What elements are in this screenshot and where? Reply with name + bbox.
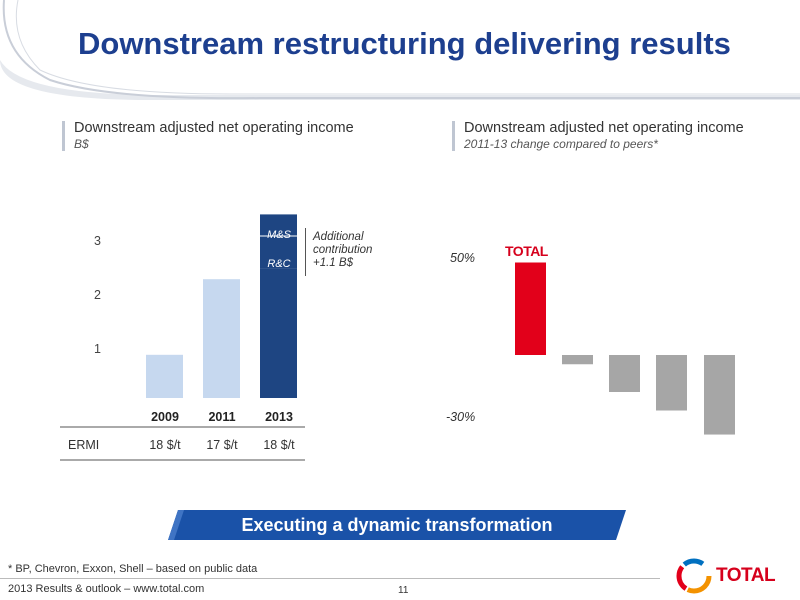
bar-peer: [609, 355, 640, 392]
right-tick-minus30: -30%: [446, 410, 476, 424]
left-bar-chart: [60, 214, 305, 461]
bar-2013: [260, 268, 297, 398]
ermi-2013: 18 $/t: [263, 438, 295, 452]
banner-text: Executing a dynamic transformation: [241, 515, 553, 535]
right-panel-subtitle: 2011-13 change compared to peers*: [464, 137, 658, 151]
total-logo-icon: [676, 558, 712, 594]
category-2011: 2011: [208, 410, 236, 424]
ermi-2009: 18 $/t: [149, 438, 181, 452]
bar-total: [515, 262, 546, 355]
ermi-2011: 17 $/t: [206, 438, 238, 452]
bar-2009: [146, 354, 183, 398]
footer-divider: [0, 578, 660, 579]
right-panel-title: Downstream adjusted net operating income: [464, 120, 744, 136]
right-bar-chart: [515, 262, 735, 435]
bar-segment-ms: [260, 214, 297, 236]
segment-label-ms: M&S: [267, 229, 291, 241]
total-logo: TOTAL: [676, 556, 796, 596]
bar-peer: [562, 355, 593, 365]
footer-source: 2013 Results & outlook – www.total.com: [8, 583, 205, 595]
banner-shape: [168, 510, 626, 540]
bar-peer: [704, 355, 735, 435]
total-logo-label: TOTAL: [505, 243, 548, 261]
left-tick-2: 2: [94, 288, 101, 302]
right-tick-50: 50%: [450, 251, 476, 265]
ermi-label: ERMI: [68, 438, 100, 452]
bar-2011: [203, 279, 240, 398]
left-tick-3: 3: [94, 234, 101, 248]
footnote: * BP, Chevron, Exxon, Shell – based on p…: [8, 563, 258, 575]
category-2013: 2013: [265, 410, 293, 424]
left-tick-1: 1: [94, 342, 101, 356]
annotation: Additional contribution +1.1 B$: [313, 231, 372, 270]
category-2009: 2009: [151, 410, 179, 424]
segment-label-rc: R&C: [267, 258, 291, 270]
left-panel-marker: [62, 121, 65, 151]
annotation-line-3: +1.1 B$: [313, 257, 353, 269]
right-panel-marker: [452, 121, 455, 151]
bar-peer: [656, 355, 687, 411]
annotation-divider: [305, 228, 306, 276]
total-logo-word: TOTAL: [716, 565, 776, 586]
page-title: Downstream restructuring delivering resu…: [78, 26, 731, 61]
annotation-line-1: Additional: [313, 231, 364, 243]
bar-segment-rc: [260, 236, 297, 269]
annotation-line-2: contribution: [313, 244, 373, 256]
page-number: 11: [398, 585, 409, 596]
header-swoosh: [0, 0, 800, 100]
left-panel-subtitle: B$: [74, 137, 89, 151]
left-panel-title: Downstream adjusted net operating income: [74, 120, 354, 136]
total-logo-text: TOTAL: [505, 243, 548, 259]
